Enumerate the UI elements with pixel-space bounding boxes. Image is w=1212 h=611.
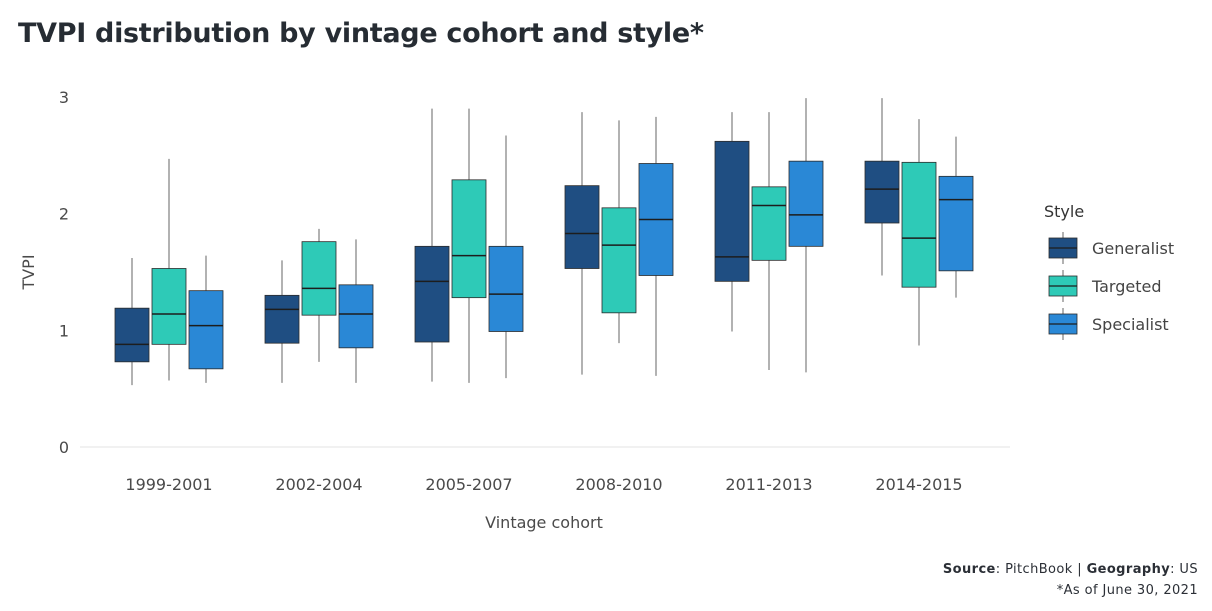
x-axis-ticks: 1999-2001 2002-2004 2005-2007 2008-2010 2011… [125,475,962,494]
y-tick-label: 0 [59,438,69,457]
legend-label: Specialist [1092,315,1169,334]
x-tick-label: 2005-2007 [425,475,512,494]
y-tick-label: 2 [59,205,69,224]
box-specialist-2014-2015 [938,136,974,298]
iqr-box [751,186,787,261]
iqr-box [864,160,900,224]
iqr-box [564,185,600,269]
iqr-box [301,241,337,316]
box-specialist-2005-2007 [488,135,524,379]
iqr-box [188,290,224,370]
geography-label: Geography [1086,562,1171,577]
iqr-box [264,294,300,344]
box-targeted-2005-2007 [451,108,487,383]
box-targeted-2014-2015 [901,119,937,346]
legend-label: Generalist [1092,239,1174,258]
legend-title: Style [1044,202,1084,221]
boxes-layer [114,98,974,386]
box-specialist-1999-2001 [188,255,224,383]
box-specialist-2011-2013 [788,98,824,373]
source-value: PitchBook [1005,562,1073,577]
iqr-box [451,179,487,299]
geography-value: US [1179,562,1198,577]
box-targeted-2008-2010 [601,120,637,344]
iqr-box [114,307,150,363]
box-targeted-2011-2013 [751,112,787,370]
legend-item-specialist: Specialist [1048,308,1169,340]
box-generalist-2002-2004 [264,260,300,383]
box-targeted-2002-2004 [301,228,337,362]
x-tick-label: 2011-2013 [725,475,812,494]
iqr-box [901,161,937,288]
y-tick-label: 1 [59,321,69,340]
x-tick-label: 1999-2001 [125,475,212,494]
y-axis-label: TVPI [19,254,38,290]
legend-item-generalist: Generalist [1048,232,1174,264]
box-generalist-2008-2010 [564,112,600,375]
legend-item-targeted: Targeted [1048,270,1162,302]
iqr-box [714,140,750,282]
box-generalist-2014-2015 [864,98,900,276]
box-specialist-2008-2010 [638,116,674,376]
y-axis-ticks: 0 1 2 3 [59,88,69,457]
box-targeted-1999-2001 [151,158,187,381]
iqr-box [151,268,187,345]
source-line: Source: PitchBook | Geography: US [942,562,1198,577]
iqr-box [488,245,524,332]
box-generalist-2005-2007 [414,108,450,382]
footnote: *As of June 30, 2021 [1056,583,1198,598]
chart-title: TVPI distribution by vintage cohort and … [18,18,704,49]
box-generalist-2011-2013 [714,112,750,332]
x-tick-label: 2002-2004 [275,475,362,494]
y-tick-label: 3 [59,88,69,107]
iqr-box [338,284,374,349]
x-tick-label: 2008-2010 [575,475,662,494]
iqr-box [601,207,637,314]
x-axis-label: Vintage cohort [485,513,603,532]
legend-label: Targeted [1091,277,1162,296]
box-generalist-1999-2001 [114,258,150,386]
box-specialist-2002-2004 [338,239,374,383]
source-label: Source [942,562,996,577]
iqr-box [414,245,450,343]
iqr-box [788,160,824,247]
iqr-box [938,175,974,272]
x-tick-label: 2014-2015 [875,475,962,494]
legend: Style Generalist Targeted Specialist [1044,202,1174,340]
